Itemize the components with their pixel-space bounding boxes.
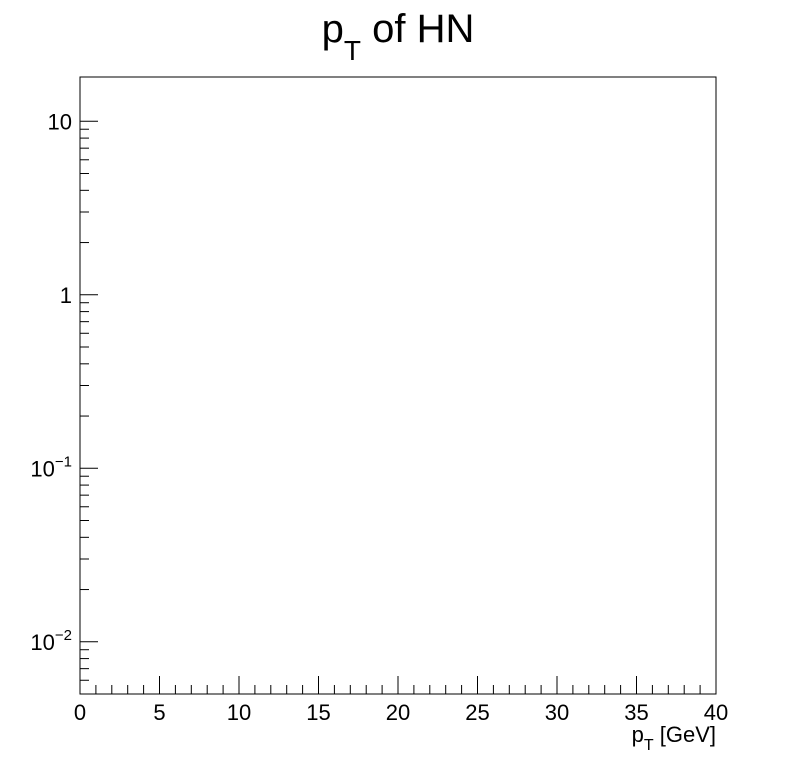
- plot-frame: [79, 76, 717, 695]
- x-tick-label: 15: [306, 700, 330, 725]
- y-tick-label: 10−1: [30, 453, 72, 481]
- x-axis-ticks: [79, 676, 717, 694]
- y-axis-ticks: [80, 120, 98, 695]
- y-tick-label: 10: [48, 109, 72, 134]
- y-axis-tick-labels: 10 1 10−1 10−2: [30, 109, 72, 654]
- x-tick-label: 30: [545, 700, 569, 725]
- x-axis-label: pT [GeV]: [632, 722, 716, 754]
- x-tick-label: 35: [624, 700, 648, 725]
- x-tick-label: 40: [704, 700, 728, 725]
- x-tick-label: 0: [74, 700, 86, 725]
- x-axis-tick-labels: 0 5 10 15 20 25 30 35 40: [74, 700, 728, 725]
- y-tick-label: 10−2: [30, 627, 72, 655]
- x-tick-label: 10: [227, 700, 251, 725]
- x-tick-label: 20: [386, 700, 410, 725]
- chart-title: pT of HN: [322, 7, 475, 66]
- y-tick-label: 1: [60, 283, 72, 308]
- x-tick-label: 5: [153, 700, 165, 725]
- x-tick-label: 25: [465, 700, 489, 725]
